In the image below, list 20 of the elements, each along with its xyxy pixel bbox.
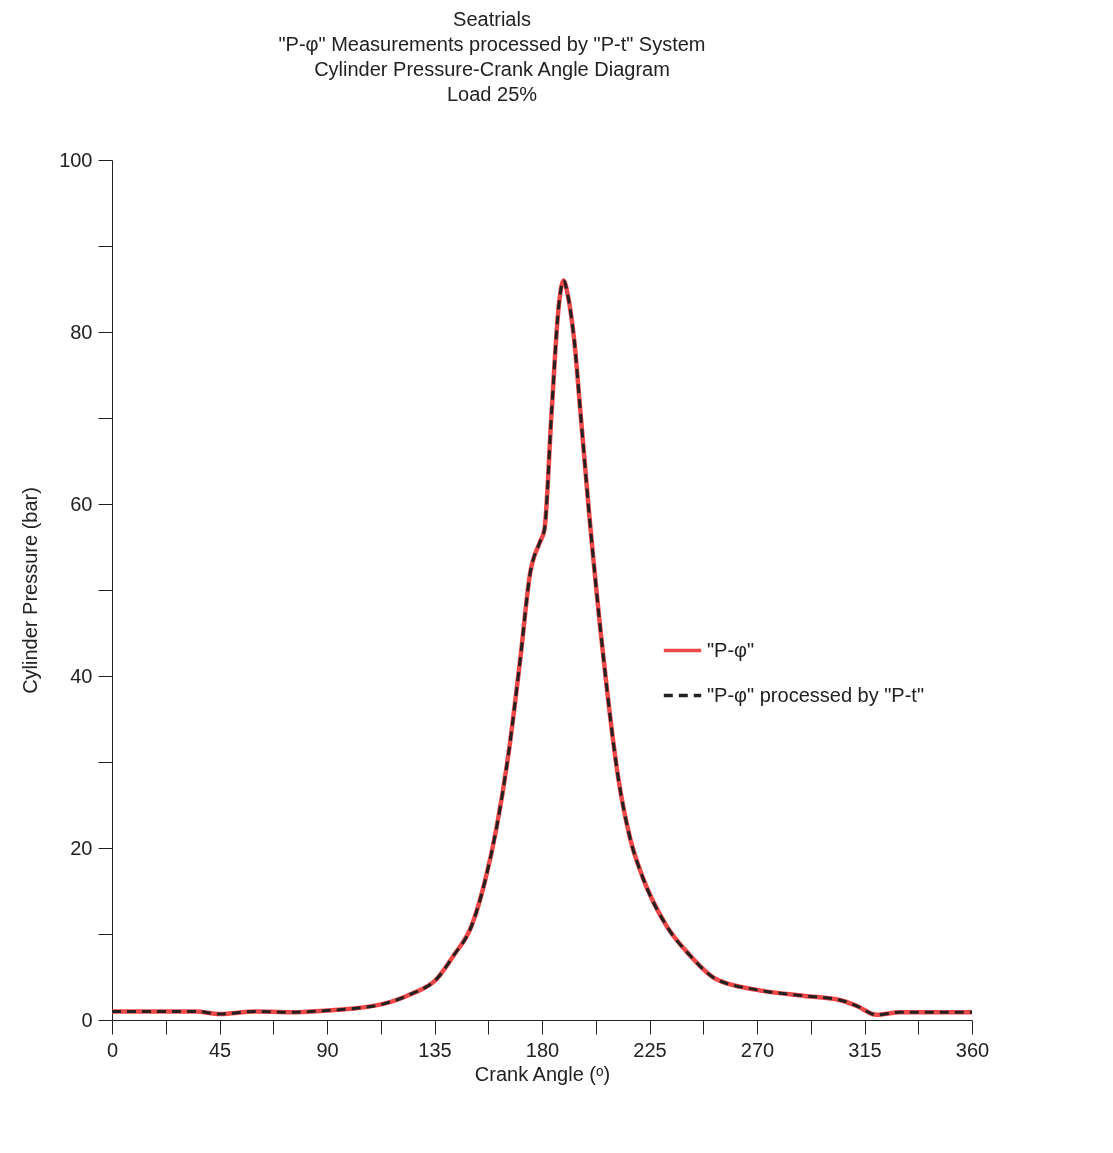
x-tick-label: 90 bbox=[316, 1038, 339, 1061]
x-tick-label: 0 bbox=[106, 1038, 119, 1061]
chart-title: Seatrials "P-φ" Measurements processed by "P-t" System Cylinder Pressure-Crank Angle Diagram Load 25% bbox=[278, 8, 706, 105]
legend-label: "P-φ" processed by "P-t" bbox=[707, 683, 924, 706]
x-tick-label: 270 bbox=[740, 1038, 775, 1061]
legend-label: "P-φ" bbox=[707, 638, 755, 661]
x-tick-label: 315 bbox=[848, 1038, 882, 1061]
y-axis-title: Cylinder Pressure (bar) bbox=[19, 487, 42, 694]
x-tick-label: 45 bbox=[208, 1038, 232, 1061]
y-tick-label: 100 bbox=[59, 148, 93, 171]
x-tick-label: 225 bbox=[633, 1038, 667, 1061]
y-tick-label: 40 bbox=[70, 664, 93, 687]
x-axis-title: Crank Angle (ᵒ) bbox=[474, 1062, 611, 1085]
y-tick-label: 0 bbox=[81, 1008, 93, 1031]
x-tick-label: 180 bbox=[525, 1038, 560, 1061]
x-tick-label: 135 bbox=[418, 1038, 452, 1061]
y-tick-label: 80 bbox=[70, 320, 93, 343]
y-tick-label: 60 bbox=[70, 492, 93, 515]
x-tick-label: 360 bbox=[955, 1038, 990, 1061]
y-tick-label: 20 bbox=[70, 836, 93, 859]
